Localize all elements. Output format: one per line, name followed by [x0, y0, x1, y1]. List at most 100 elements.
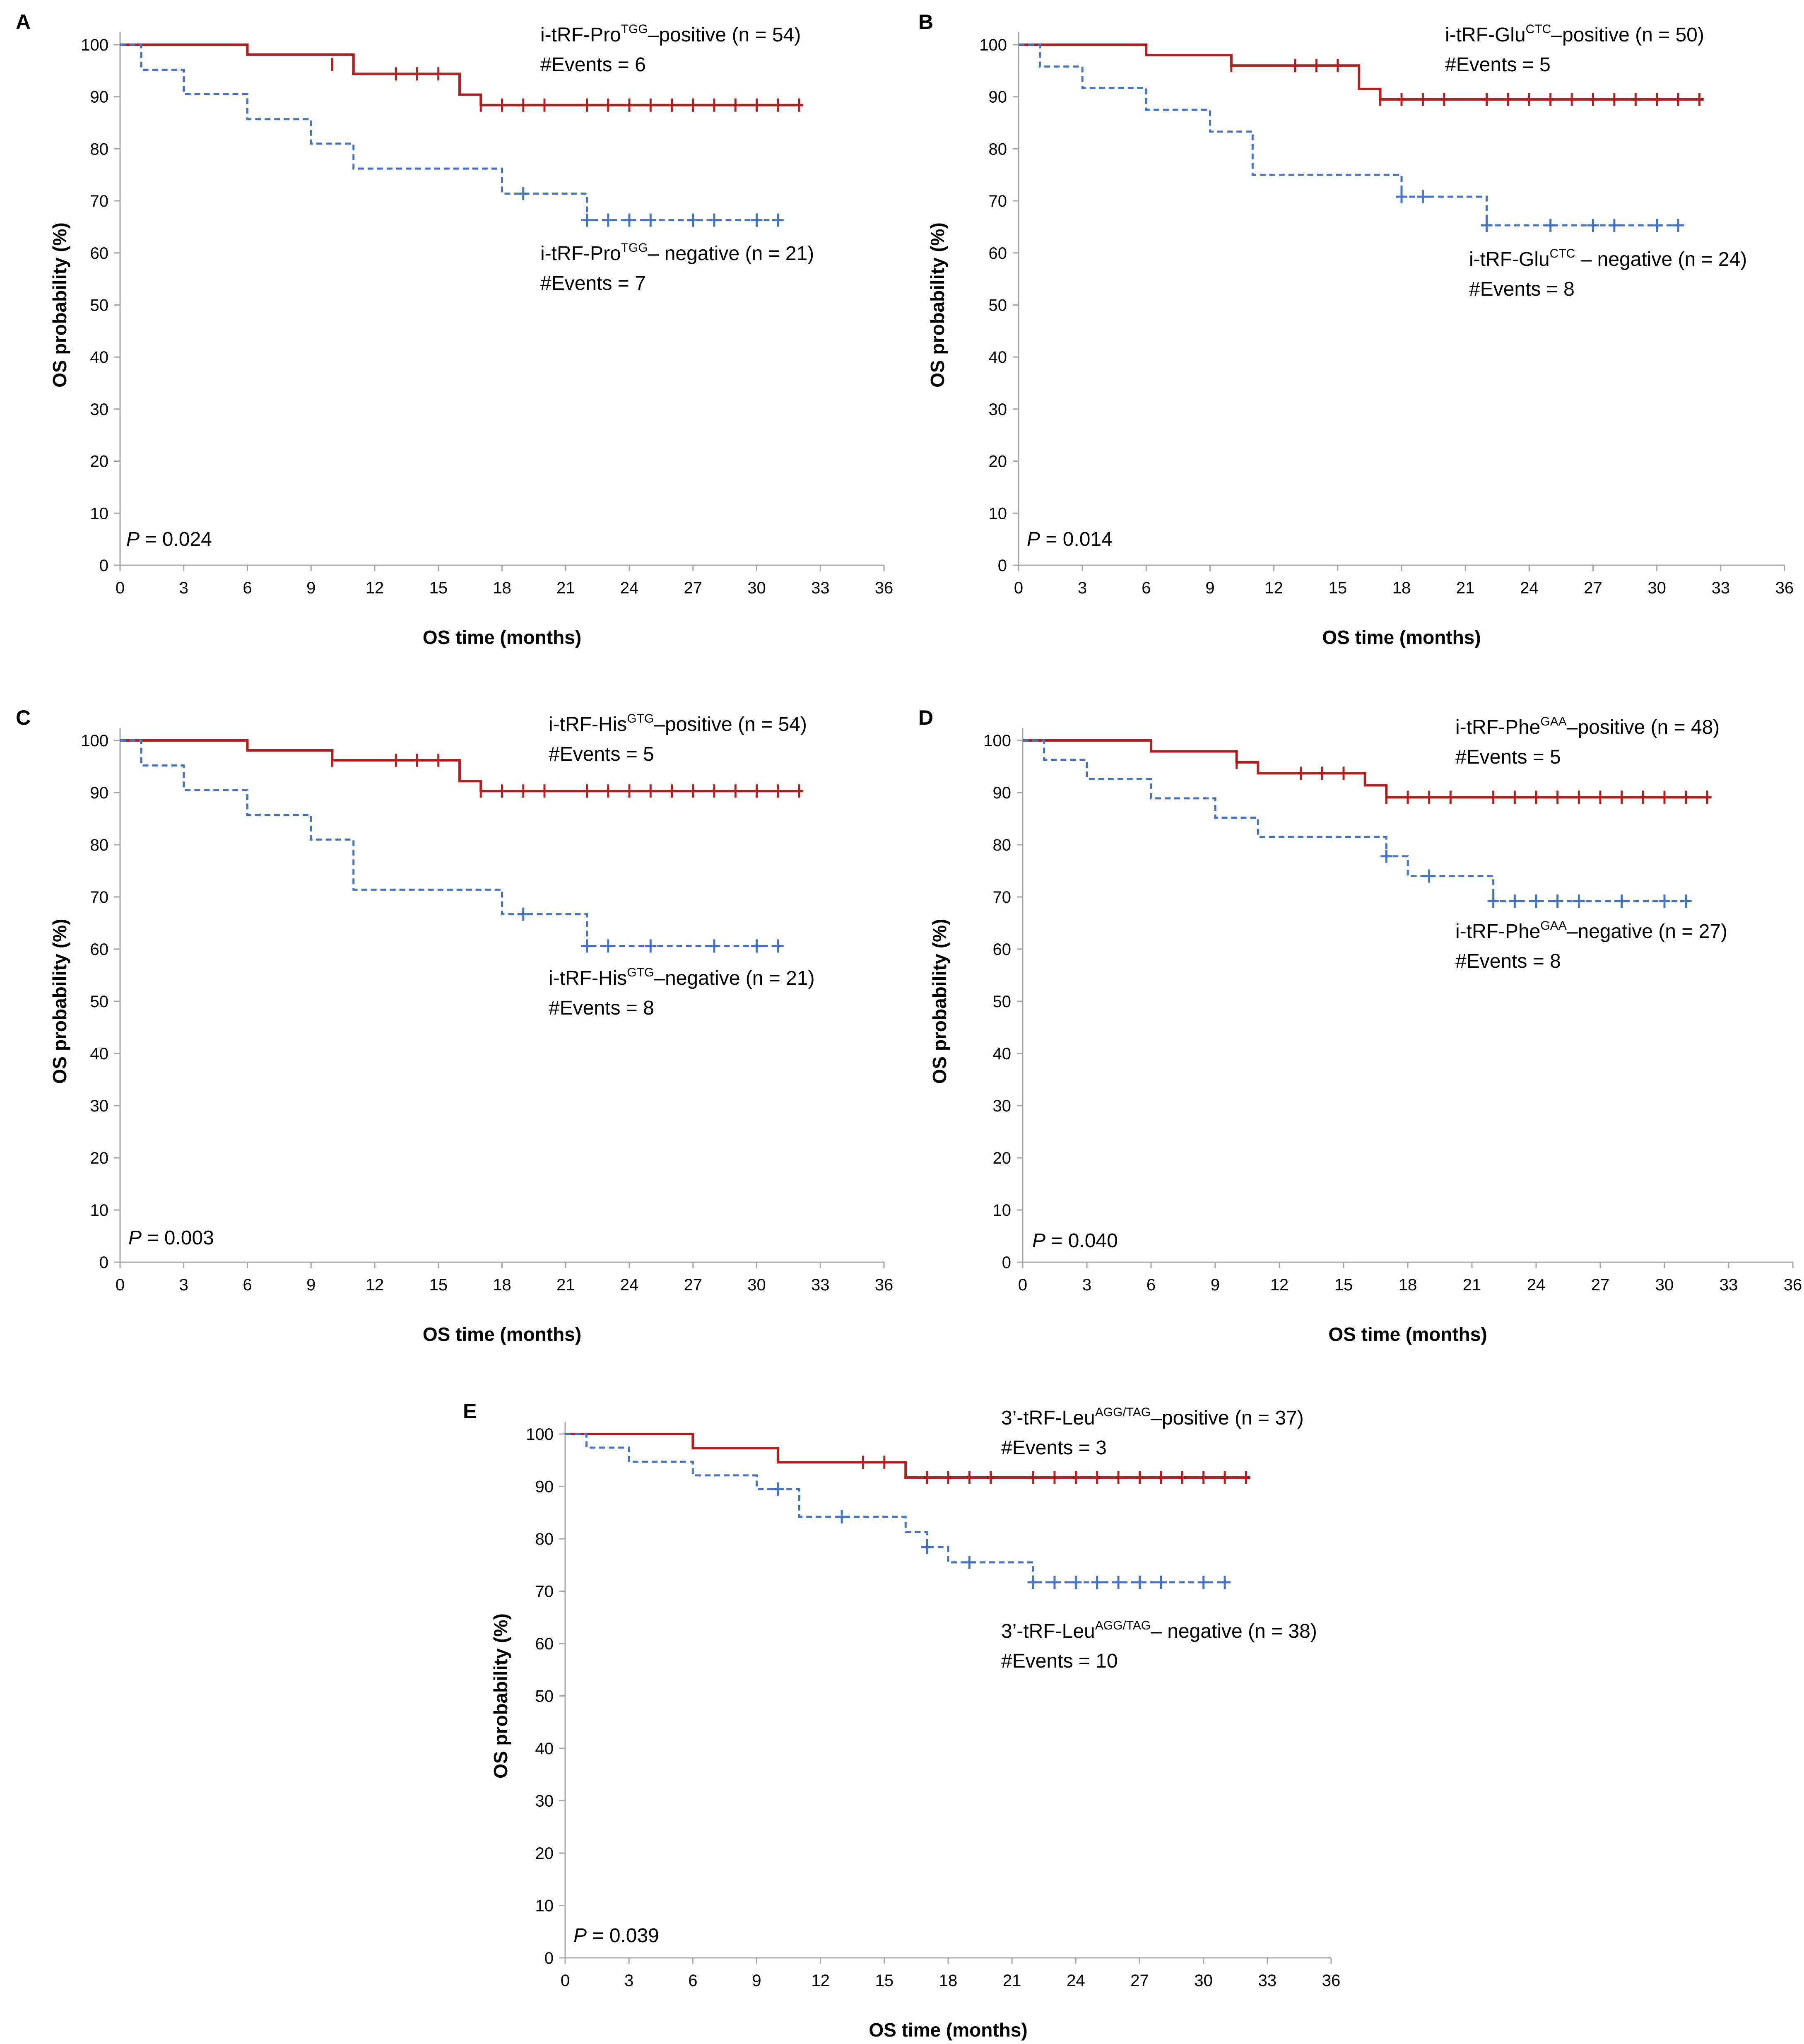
y-tick-label: 60 — [535, 1635, 554, 1653]
series-positive — [565, 1433, 1250, 1484]
y-tick-label: 40 — [535, 1740, 554, 1758]
censor-mark — [1423, 869, 1435, 883]
km-curve-positive — [1023, 739, 1712, 799]
series-label-negative: 3’-tRF-LeuAGG/TAG– negative (n = 38) — [1001, 1619, 1317, 1642]
x-tick-label: 27 — [684, 1276, 703, 1294]
censor-mark — [751, 939, 763, 953]
series-label-positive: i-tRF-HisGTG–positive (n = 54) — [549, 712, 807, 735]
panel-a: A0 3 6 9 12 15 18 21 24 27 30 33 3601020304050607080… — [16, 10, 893, 648]
y-axis-title: OS probability (%) — [929, 919, 950, 1084]
x-tick-label: 0 — [1014, 579, 1023, 597]
censor-mark — [1048, 1575, 1060, 1589]
censor-mark — [836, 1510, 848, 1523]
x-tick-label: 24 — [1520, 579, 1539, 597]
x-tick-label: 33 — [1720, 1276, 1738, 1294]
x-tick-label: 24 — [620, 1276, 639, 1294]
x-tick-label: 18 — [939, 1972, 958, 1990]
censor-mark — [1551, 894, 1563, 908]
x-tick-label: 3 — [1082, 1276, 1091, 1294]
y-tick-label: 0 — [1002, 1253, 1011, 1272]
panel-letter: E — [463, 1400, 477, 1423]
x-axis-title: OS time (months) — [869, 2019, 1027, 2041]
y-tick-label: 30 — [993, 1097, 1012, 1115]
panel-b: B0 3 6 9 12 15 18 21 24 27 30 33 3601020304050607080… — [918, 10, 1794, 648]
y-tick-label: 40 — [989, 348, 1007, 366]
censor-mark — [1616, 894, 1628, 908]
series-label-negative: i-tRF-PheGAA–negative (n = 27) — [1455, 919, 1727, 942]
x-tick-label: 27 — [1130, 1972, 1149, 1990]
y-tick-label: 90 — [993, 784, 1012, 802]
y-tick-label: 70 — [989, 192, 1007, 210]
p-value: P = 0.039 — [573, 1925, 659, 1947]
x-tick-label: 33 — [1258, 1972, 1277, 1990]
y-tick-label: 60 — [90, 940, 109, 959]
censor-mark — [1197, 1575, 1209, 1589]
events-label-positive: #Events = 5 — [1445, 54, 1551, 76]
y-tick-label: 60 — [90, 244, 109, 263]
censor-mark — [1544, 219, 1556, 232]
y-tick-label: 0 — [544, 1949, 554, 1967]
y-tick-label: 50 — [90, 296, 109, 315]
series-positive — [120, 43, 804, 112]
censor-mark — [1487, 894, 1499, 908]
y-tick-label: 70 — [90, 192, 109, 210]
y-tick-label: 50 — [535, 1687, 554, 1706]
series-label-negative: i-tRF-ProTGG– negative (n = 21) — [540, 241, 814, 265]
x-tick-label: 27 — [1591, 1276, 1610, 1294]
panel-e: E0 3 6 9 12 15 18 21 24 27 30 33 3601020304050607080… — [463, 1400, 1340, 2041]
x-tick-label: 36 — [1784, 1276, 1802, 1294]
y-tick-label: 60 — [989, 244, 1007, 263]
x-tick-label: 33 — [811, 1276, 830, 1294]
x-tick-label: 24 — [1527, 1276, 1546, 1294]
x-tick-label: 36 — [1775, 579, 1794, 597]
y-tick-label: 20 — [993, 1149, 1012, 1167]
events-label-negative: #Events = 8 — [1455, 950, 1561, 972]
x-tick-label: 3 — [179, 1276, 188, 1294]
censor-mark — [687, 213, 699, 227]
x-tick-label: 9 — [1211, 1276, 1220, 1294]
events-label-positive: #Events = 5 — [1455, 746, 1561, 768]
series-negative — [120, 43, 784, 227]
panel-letter: D — [918, 706, 933, 729]
series-positive — [120, 739, 804, 798]
x-tick-label: 6 — [243, 1276, 252, 1294]
y-axis-title: OS probability (%) — [49, 919, 70, 1084]
km-curve-positive — [1019, 43, 1704, 101]
x-tick-label: 21 — [556, 1276, 575, 1294]
x-tick-label: 12 — [366, 579, 384, 597]
x-tick-label: 15 — [429, 579, 448, 597]
y-axis-title: OS probability (%) — [490, 1613, 511, 1779]
events-label-negative: #Events = 7 — [540, 272, 646, 294]
y-tick-label: 10 — [535, 1897, 554, 1915]
censor-mark — [708, 213, 720, 227]
series-negative — [1019, 43, 1684, 232]
x-tick-label: 9 — [306, 579, 316, 597]
km-curve-negative — [1023, 739, 1686, 902]
series-label-positive: i-tRF-PheGAA–positive (n = 48) — [1455, 715, 1720, 738]
series-label-positive: i-tRF-ProTGG–positive (n = 54) — [540, 22, 801, 46]
series-positive — [1019, 43, 1704, 106]
y-tick-label: 50 — [90, 993, 109, 1011]
censor-mark — [772, 213, 784, 227]
x-tick-label: 3 — [179, 579, 188, 597]
y-tick-label: 10 — [989, 504, 1007, 523]
x-tick-label: 6 — [1146, 1276, 1156, 1294]
events-label-positive: #Events = 6 — [540, 54, 646, 76]
series-negative — [565, 1433, 1231, 1589]
y-axis-title: OS probability (%) — [927, 222, 948, 388]
x-tick-label: 3 — [624, 1972, 633, 1990]
x-tick-label: 0 — [116, 579, 125, 597]
events-label-negative: #Events = 10 — [1001, 1650, 1118, 1672]
x-tick-label: 6 — [243, 579, 252, 597]
x-axis-title: OS time (months) — [423, 1323, 581, 1345]
y-tick-label: 90 — [989, 88, 1007, 106]
x-tick-label: 30 — [1647, 579, 1666, 597]
x-tick-label: 24 — [620, 579, 639, 597]
y-tick-label: 10 — [90, 504, 109, 523]
x-tick-label: 30 — [1655, 1276, 1674, 1294]
y-tick-label: 100 — [81, 732, 108, 750]
y-tick-label: 80 — [993, 836, 1012, 854]
y-tick-label: 90 — [90, 784, 109, 802]
censor-mark — [1155, 1575, 1167, 1589]
